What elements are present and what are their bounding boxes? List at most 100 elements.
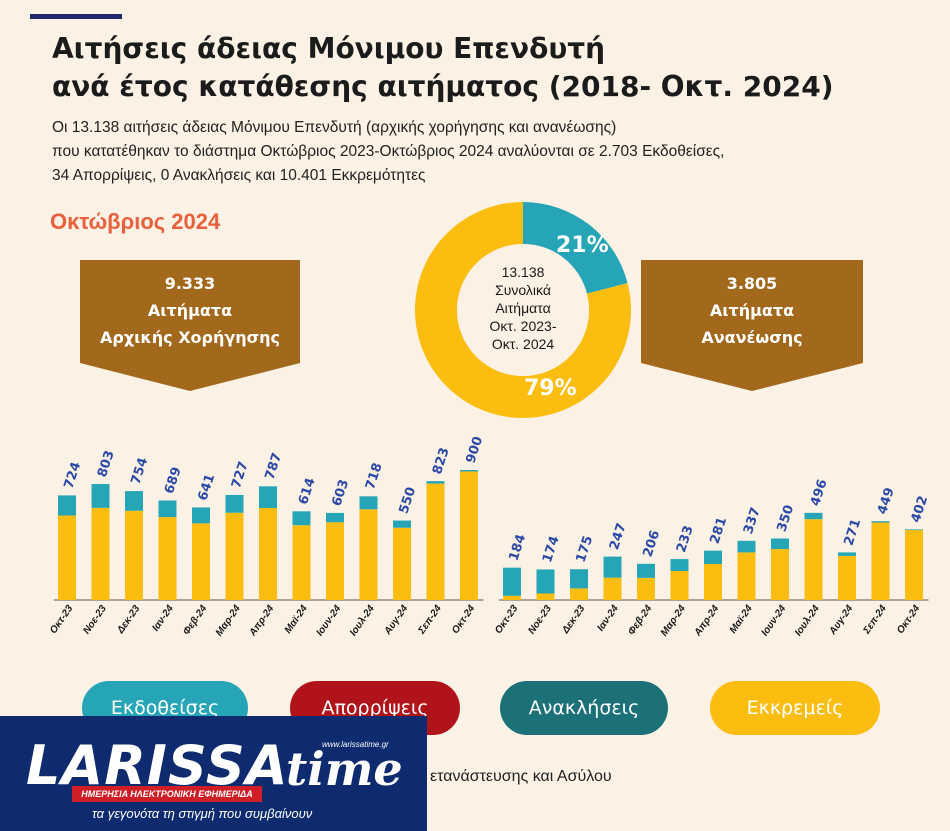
footnote: ετανάστευσης και Ασύλου	[430, 768, 612, 785]
renewal-line2: Ανανέωσης	[701, 328, 803, 347]
renewal-value-label: 247	[607, 521, 630, 551]
renewal-value-label: 233	[674, 524, 697, 554]
renewal-bar-pending	[603, 577, 622, 600]
renewal-bar-pending	[737, 552, 756, 600]
initial-bar-pending	[259, 507, 277, 600]
donut-pct-yellow: 79%	[524, 376, 577, 401]
logo-redbar: ΗΜΕΡΗΣΙΑ ΗΛΕΚΤΡΟΝΙΚΗ ΕΦΗΜΕΡΙΔΑ	[72, 786, 262, 802]
initial-value-label: 727	[229, 460, 252, 490]
renewal-value-label: 174	[540, 534, 563, 564]
renewal-bar-pending	[838, 555, 856, 600]
renewal-line1: Αιτήματα	[709, 301, 795, 320]
initial-tick-label: Ιουν-24	[314, 603, 343, 638]
renewal-value-label: 281	[708, 515, 731, 545]
initial-bar-pending	[460, 471, 478, 600]
initial-bar-issued	[460, 470, 478, 472]
renewal-bar-chart: 184 Οκτ-23 174 Νοε-23 175 Δεκ-23 247 Ιαν-24 206 Φ…	[493, 478, 932, 639]
logo-tagline: τα γεγονότα τη στιγμή που συμβαίνουν	[92, 806, 313, 821]
initial-bar-pending	[292, 525, 311, 600]
renewal-bar-pending	[771, 549, 789, 600]
renewal-bar-pending	[570, 588, 588, 600]
renewal-value-label: 206	[641, 529, 664, 559]
renewal-tick-label: Ιουλ-24	[793, 603, 822, 638]
renewal-bar-pending	[704, 563, 722, 600]
renewal-tick-label: Σεπ-24	[861, 603, 889, 637]
donut-pct-teal: 21%	[556, 233, 609, 258]
initial-value-label: 718	[363, 461, 386, 491]
renewal-bar-issued	[704, 550, 722, 564]
renewal-tick-label: Μαρ-24	[659, 603, 688, 638]
initial-value-label: 787	[263, 451, 286, 481]
renewal-arrow	[641, 363, 863, 391]
title-line-1: Αιτήσεις άδειας Μόνιμου Επενδυτή	[52, 32, 606, 65]
initial-bar-pending	[91, 507, 110, 600]
initial-tick-label: Σεπ-24	[416, 603, 444, 637]
renewal-value-label: 184	[507, 532, 530, 562]
initial-value-label: 689	[162, 465, 185, 495]
initial-bar-pending	[326, 522, 344, 600]
renewal-bar-issued	[603, 556, 622, 578]
initial-bar-issued	[326, 512, 344, 523]
renewal-value-label: 337	[741, 506, 764, 536]
subtitle-line-3: 34 Απορρίψεις, 0 Ανακλήσεις και 10.401 Ε…	[52, 167, 426, 184]
renewal-bar-pending	[670, 571, 689, 600]
renewal-bar-pending	[804, 519, 823, 600]
initial-bar-issued	[58, 495, 76, 516]
subtitle: Οι 13.138 αιτήσεις άδειας Μόνιμου Επενδυ…	[52, 116, 932, 188]
renewal-value-label: 402	[909, 494, 932, 524]
subtitle-line-1: Οι 13.138 αιτήσεις άδειας Μόνιμου Επενδυ…	[52, 119, 617, 136]
logo-url: www.larissatime.gr	[322, 740, 389, 749]
page-title: Αιτήσεις άδειας Μόνιμου Επενδυτή ανά έτο…	[52, 30, 833, 106]
initial-value-label: 550	[397, 485, 420, 515]
initial-bar-issued	[192, 507, 210, 524]
renewal-tick-label: Απρ-24	[692, 603, 722, 639]
initial-bar-issued	[393, 520, 411, 528]
donut-hole	[457, 244, 589, 376]
initial-bar-pending	[158, 517, 177, 600]
renewal-value-label: 496	[808, 478, 831, 508]
initial-grant-bar-chart: 724 Οκτ-23 803 Νοε-23 754 Δεκ-23 689 Ιαν-24 641 Φ…	[48, 435, 486, 639]
renewal-bar-issued	[570, 569, 588, 589]
renewal-value-label: 271	[842, 517, 865, 547]
initial-tick-label: Οκτ-24	[450, 603, 478, 636]
renewal-bar-issued	[503, 567, 521, 596]
month-label: Οκτώβριος 2024	[50, 209, 221, 234]
initial-bar-pending	[192, 523, 210, 600]
initial-tick-label: Νοε-23	[81, 603, 109, 636]
donut-center-line3: Αιτήματα	[495, 300, 551, 316]
renewal-tick-label: Μαϊ-24	[728, 603, 755, 636]
initial-value-label: 823	[430, 446, 453, 476]
initial-tick-label: Ιαν-24	[150, 603, 176, 633]
renewal-bar-issued	[670, 559, 689, 572]
initial-value-label: 803	[95, 449, 118, 479]
legend-pending: Εκκρεμείς	[710, 681, 880, 735]
larissatime-logo: LARISSA time www.larissatime.gr ΗΜΕΡΗΣΙΑ…	[0, 716, 427, 831]
initial-bar-issued	[125, 491, 143, 511]
subtitle-line-2: που κατατέθηκαν το διάστημα Οκτώβριος 20…	[52, 143, 725, 160]
initial-tick-label: Αυγ-24	[382, 603, 411, 638]
initial-bar-issued	[292, 511, 311, 526]
initial-bar-issued	[158, 500, 177, 518]
donut-center-line5: Οκτ. 2024	[491, 336, 555, 352]
renewal-value-label: 350	[775, 503, 798, 533]
renewal-tick-label: Οκτ-24	[895, 603, 923, 636]
donut-slice-initial	[415, 202, 631, 418]
initial-bar-pending	[58, 515, 76, 600]
initial-grant-line2: Αρχικής Χορήγησης	[100, 328, 280, 347]
initial-bar-issued	[259, 486, 277, 508]
initial-bar-issued	[359, 496, 378, 510]
renewal-bar-pending	[871, 522, 890, 600]
title-line-2: ανά έτος κατάθεσης αιτήματος (2018- Οκτ.…	[52, 70, 834, 103]
initial-value-label: 724	[62, 460, 85, 490]
renewal-tick-label: Αυγ-24	[827, 603, 856, 638]
renewal-bar-pending	[536, 593, 555, 600]
donut-center-line1: 13.138	[501, 264, 545, 280]
renewal-bar-issued	[536, 569, 555, 594]
initial-tick-label: Δεκ-23	[115, 603, 143, 636]
initial-tick-label: Απρ-24	[247, 603, 277, 639]
donut-chart	[415, 202, 631, 418]
initial-value-label: 603	[330, 478, 353, 508]
renewal-tick-label: Νοε-23	[526, 603, 554, 636]
initial-tick-label: Φεβ-24	[181, 603, 210, 637]
renewal-bar-issued	[871, 521, 890, 523]
